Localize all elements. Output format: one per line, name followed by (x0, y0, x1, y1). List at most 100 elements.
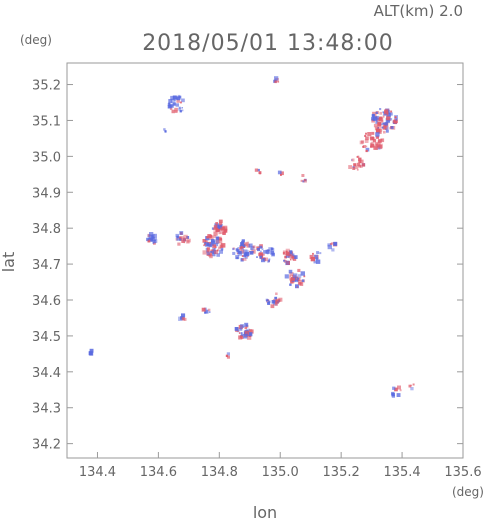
echo-point (294, 276, 299, 280)
echo-point (265, 298, 269, 302)
echo-point (389, 112, 393, 116)
echo-point (170, 95, 175, 100)
echo-point (148, 234, 153, 240)
echo-point (206, 247, 210, 251)
echo-point (331, 248, 335, 252)
echo-point (348, 165, 353, 169)
echo-point (236, 252, 239, 255)
echo-point (389, 118, 393, 121)
echo-point (386, 119, 390, 124)
echo-point (383, 130, 386, 134)
echo-point (204, 311, 207, 314)
echo-point (333, 241, 338, 246)
echo-point (370, 143, 375, 148)
echo-point (181, 239, 185, 243)
echo-point (367, 132, 372, 137)
echo-point (390, 126, 394, 130)
echo-point (204, 243, 206, 245)
echo-point (210, 251, 213, 253)
echo-point (240, 245, 244, 249)
echo-point (183, 234, 188, 240)
echo-point (207, 234, 212, 239)
x-tick-label: 134.4 (79, 465, 116, 480)
echo-point (285, 251, 290, 256)
y-tick-label: 34.2 (32, 438, 61, 453)
echo-point (220, 243, 226, 248)
echo-point (256, 256, 258, 258)
y-tick-label: 35.2 (32, 79, 61, 94)
echo-point (327, 243, 331, 247)
echo-point (378, 139, 382, 143)
echo-point (155, 238, 157, 240)
echo-point (386, 116, 390, 121)
echo-point (218, 225, 223, 230)
echo-point (186, 240, 190, 244)
echo-point (181, 107, 183, 109)
echo-point (202, 250, 207, 255)
echo-point (315, 259, 321, 264)
echo-point (218, 246, 221, 250)
echo-point (330, 242, 334, 245)
echo-point (261, 248, 264, 250)
echo-point (209, 254, 213, 259)
echo-point (329, 243, 332, 245)
echo-point (292, 273, 298, 278)
echo-point (164, 130, 167, 133)
echo-point (238, 332, 241, 334)
echo-point (394, 387, 398, 392)
echo-point (378, 143, 383, 148)
echo-point (358, 157, 362, 161)
echo-point (257, 168, 260, 172)
echo-point (365, 136, 369, 141)
echo-point (247, 255, 249, 258)
echo-point (237, 250, 241, 254)
echo-point (351, 158, 355, 162)
echo-point (383, 126, 387, 129)
echo-point (172, 95, 177, 100)
echo-point (395, 118, 398, 121)
echo-point (375, 144, 378, 146)
echo-point (392, 386, 396, 390)
echo-point (89, 351, 94, 356)
echo-point (175, 103, 179, 107)
echo-point (377, 126, 382, 131)
y-tick-label: 34.7 (32, 258, 61, 273)
echo-point (244, 326, 247, 330)
echo-point (356, 168, 359, 171)
echo-point (178, 107, 182, 111)
echo-point (152, 233, 157, 239)
echo-point (207, 308, 211, 312)
echo-point (250, 247, 253, 251)
echo-point (245, 252, 250, 257)
echo-point (219, 222, 222, 226)
echo-point (234, 327, 239, 331)
echo-point (298, 281, 302, 285)
echo-point (206, 250, 210, 253)
echo-point (241, 240, 245, 244)
echo-point (270, 304, 275, 309)
echo-point (246, 241, 249, 245)
echo-point (175, 233, 180, 238)
echo-point (379, 111, 383, 115)
x-axis-label: lon (253, 503, 277, 521)
echo-point (295, 279, 299, 283)
echo-point (261, 258, 266, 263)
echo-point (385, 128, 387, 131)
echo-point (181, 313, 186, 318)
echo-point (179, 231, 184, 235)
echo-point (220, 227, 224, 231)
echo-point (232, 247, 235, 251)
echo-point (410, 384, 412, 387)
echo-point (396, 393, 401, 397)
echo-point (243, 257, 247, 261)
echo-point (203, 244, 205, 247)
echo-point (275, 298, 280, 303)
echo-point (391, 391, 395, 396)
echo-point (312, 252, 314, 255)
echo-point (175, 110, 178, 113)
echo-point (379, 129, 383, 132)
data-points (88, 76, 415, 398)
echo-point (365, 132, 367, 135)
echo-point (283, 260, 287, 263)
echo-point (296, 286, 299, 288)
